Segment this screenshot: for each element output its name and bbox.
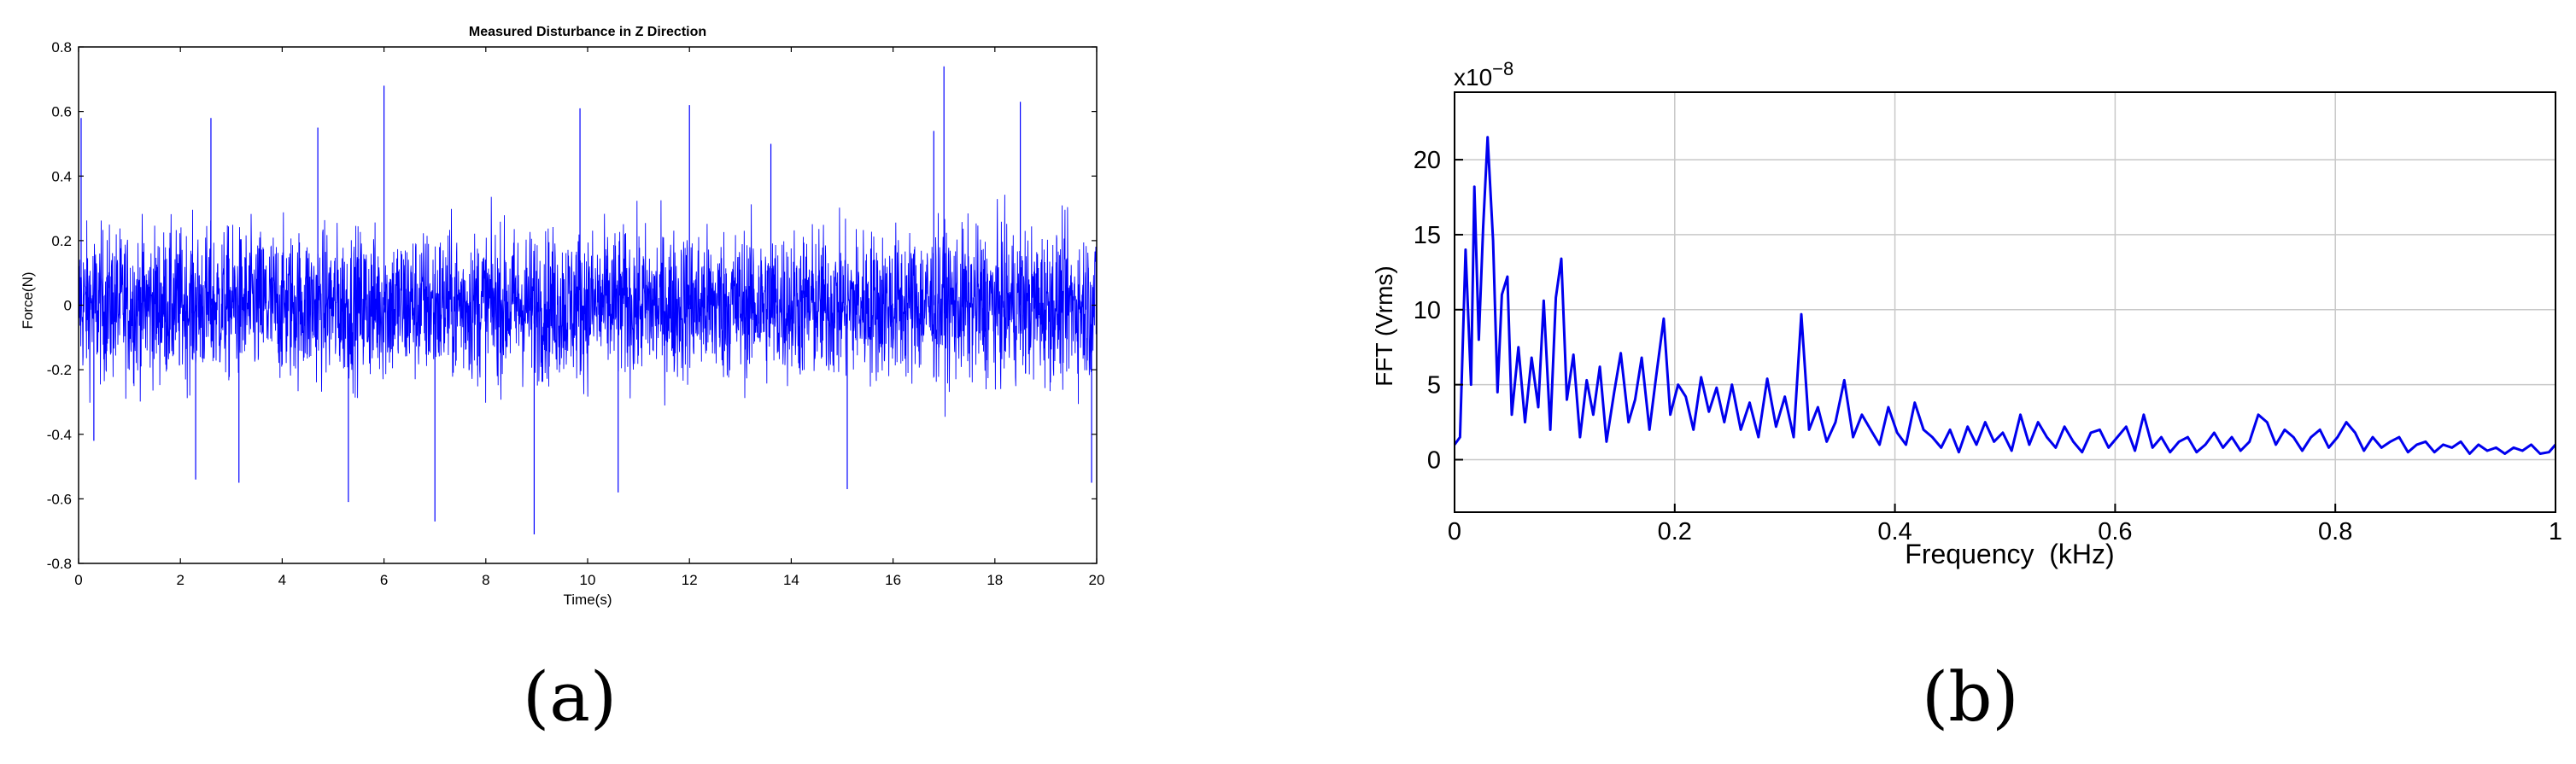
x-tick-label: 16	[885, 572, 901, 588]
y-scale-multiplier: x10−8	[1454, 58, 1513, 90]
y-tick-label: 10	[1414, 297, 1441, 324]
y-tick-label: 0	[64, 298, 72, 314]
y-scale-exponent: −8	[1492, 58, 1513, 79]
fft-spectrum-path	[1453, 136, 2557, 455]
y-tick-label: 20	[1414, 147, 1441, 174]
panel-label-a: (a)	[523, 657, 618, 737]
x-axis-label-a: Time(s)	[564, 592, 612, 608]
panel-label-b: (b)	[1922, 657, 2019, 737]
y-tick-label: 15	[1414, 222, 1441, 249]
x-tick-label: 14	[783, 572, 799, 588]
fft-series-line	[1453, 136, 2557, 455]
force-time-chart: 0 2 4 6 8 10 12 14 16 18 20 -0.8 -0.6 -0.4 -0.2 0 0.2 0.…	[20, 25, 1104, 608]
y-tick-label: -0.4	[47, 427, 72, 443]
y-tick-label: 0	[1427, 447, 1441, 475]
force-signal-peaks	[80, 66, 1092, 534]
y-scale-base: x10	[1454, 64, 1492, 90]
x-tick-label: 6	[380, 572, 388, 588]
x-tick-label: 18	[986, 572, 1003, 588]
y-tick-label: -0.8	[47, 556, 72, 572]
y-tick-label: 0.6	[51, 104, 72, 120]
grid-b	[1454, 92, 2556, 512]
x-tick-label: 0.2	[1658, 518, 1692, 545]
y-ticks-a: -0.8 -0.6 -0.4 -0.2 0 0.2 0.4 0.6 0.8	[47, 39, 1097, 572]
y-tick-label: 0.4	[51, 168, 72, 184]
x-tick-label: 10	[580, 572, 596, 588]
y-ticks-b: 0 5 10 15 20	[1414, 147, 1463, 475]
x-ticks-a: 0 2 4 6 8 10 12 14 16 18 20	[74, 47, 1104, 588]
y-tick-label: -0.6	[47, 491, 72, 507]
x-tick-label: 1	[2549, 518, 2562, 545]
plot-frame-b	[1454, 91, 2556, 513]
x-tick-label: 0.6	[2098, 518, 2132, 545]
chart-title-a: Measured Disturbance in Z Direction	[469, 25, 706, 39]
force-signal-line	[78, 195, 1098, 417]
x-tick-label: 0	[1448, 518, 1461, 545]
x-tick-label: 0	[74, 572, 82, 588]
x-tick-label: 12	[682, 572, 698, 588]
y-axis-label-a: Force(N)	[20, 271, 36, 329]
x-ticks-b: 0 0.2 0.4 0.6 0.8 1	[1448, 504, 2562, 545]
y-tick-label: -0.2	[47, 362, 72, 378]
y-tick-label: 5	[1427, 372, 1441, 399]
x-tick-label: 20	[1089, 572, 1105, 588]
y-tick-label: 0.2	[51, 233, 72, 249]
x-tick-label: 2	[176, 572, 184, 588]
y-axis-label-b: FFT (Vrms)	[1371, 265, 1397, 387]
force-signal-path	[78, 195, 1098, 417]
x-axis-label-b: Frequency (kHz)	[1905, 539, 2114, 569]
y-tick-label: 0.8	[51, 39, 72, 55]
x-tick-label: 8	[482, 572, 489, 588]
x-tick-label: 0.4	[1877, 518, 1912, 545]
fft-spectrum-chart: 0 0.2 0.4 0.6 0.8 1 0 5 10 15 20 x10−8 Frequency …	[1371, 58, 2562, 569]
x-tick-label: 4	[278, 572, 286, 588]
x-tick-label: 0.8	[2318, 518, 2352, 545]
